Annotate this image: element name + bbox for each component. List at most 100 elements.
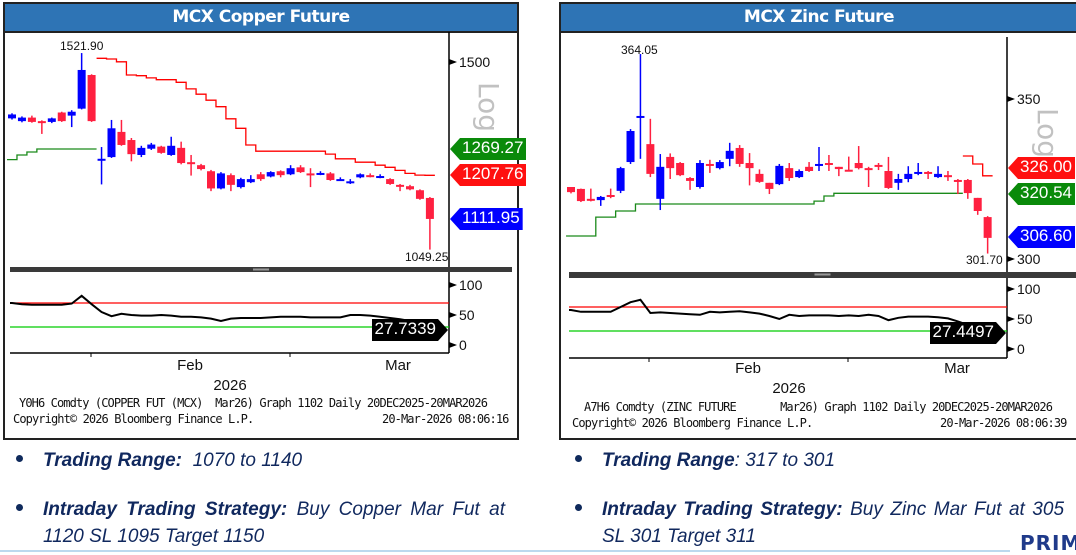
zinc-y-tick-350: 350 — [1017, 91, 1041, 107]
zinc-support-tag: 320.54 — [1008, 183, 1075, 205]
copper-candle-body — [67, 111, 76, 116]
zinc-candle-body — [606, 195, 615, 197]
copper-timestamp: 20-Mar-2026 08:06:16 — [382, 412, 509, 426]
copper-candle-body — [167, 145, 176, 155]
copper-candle-body — [296, 167, 305, 173]
zinc-candle-body — [705, 163, 714, 166]
copper-y-tick-mark — [449, 342, 457, 348]
copper-candle-body — [256, 174, 265, 180]
zinc-rsi-tick-50: 50 — [1017, 311, 1033, 327]
zinc-candle-body — [953, 179, 962, 182]
copper-candle-body — [376, 176, 385, 179]
copper-candle-body — [157, 146, 166, 153]
copper-x-month-feb: Feb — [177, 357, 203, 374]
bullet-icon — [575, 504, 582, 511]
zinc-candle-body — [735, 147, 744, 164]
copper-candle-body — [386, 179, 395, 184]
zinc-chart-title: MCX Zinc Future — [561, 4, 1076, 33]
copper-y-tick-mark — [449, 282, 457, 288]
zinc-y-tick-mark — [1007, 96, 1015, 102]
zinc-strategy-label: Intraday Trading Strategy: — [602, 499, 843, 520]
copper-strategy-value: Buy Copper Mar Fut at 1120 SL 1095 Targe… — [43, 499, 505, 547]
copper-y-tick: 1500 — [459, 54, 491, 70]
zinc-candle-body — [943, 175, 952, 178]
zinc-candle-body — [795, 171, 804, 178]
zinc-candle-body — [576, 188, 585, 202]
copper-rsi-tick-100: 100 — [459, 277, 483, 293]
copper-candle-body — [117, 131, 126, 145]
copper-candle-body — [326, 173, 335, 180]
copper-candle-body — [316, 172, 325, 175]
zinc-candle-body — [824, 163, 833, 165]
zinc-candle-body — [765, 182, 774, 189]
copper-range-label: Trading Range: — [43, 450, 182, 471]
copper-candle-body — [187, 162, 196, 165]
zinc-y-tick-mark — [1007, 316, 1015, 322]
zinc-candle-body — [567, 187, 575, 193]
copper-candle-body — [8, 114, 16, 119]
copper-chart-panel: MCX Copper Future — [3, 2, 519, 440]
zinc-candle-body — [854, 163, 863, 169]
copper-candle-body — [276, 171, 285, 176]
zinc-candle-body — [815, 163, 823, 166]
copper-resistance-line — [96, 57, 435, 176]
zinc-range-value: : 317 to 301 — [734, 450, 836, 471]
copper-x-year: 2026 — [213, 377, 247, 394]
zinc-trading-strategy: Intraday Trading Strategy: Buy Zinc Mar … — [602, 496, 1064, 550]
copper-candle-body — [57, 112, 66, 122]
zinc-candle-body — [695, 163, 704, 187]
zinc-candle-body — [874, 164, 883, 167]
zinc-candle-body — [586, 198, 595, 201]
copper-trading-strategy: Intraday Trading Strategy: Buy Copper Ma… — [43, 496, 505, 550]
zinc-copyright: Copyright© 2026 Bloomberg Finance L.P. — [572, 416, 813, 430]
zinc-candle-body — [616, 168, 625, 191]
zinc-candle-body — [894, 179, 903, 183]
zinc-high-label: 364.05 — [621, 43, 658, 57]
bullet-icon — [16, 504, 23, 511]
copper-candle-body — [356, 174, 365, 178]
zinc-candle-body — [805, 166, 814, 171]
copper-candle-body — [396, 184, 405, 187]
zinc-range-label: Trading Range — [602, 450, 735, 471]
zinc-resistance-line — [962, 155, 993, 177]
copper-candle-body — [17, 117, 26, 122]
copper-candle-body — [107, 128, 116, 158]
copper-candle-body — [236, 179, 245, 188]
copper-candle-body — [406, 186, 414, 190]
copper-candle-body — [147, 144, 156, 149]
copper-rsi-value-tag: 27.7339 — [372, 319, 448, 341]
copper-pane-grip-icon — [253, 268, 269, 271]
zinc-candle-body — [775, 165, 784, 185]
copper-strategy-label: Intraday Trading Strategy: — [43, 499, 288, 520]
zinc-candle-body — [686, 178, 695, 181]
copper-candle-body — [77, 69, 86, 109]
copper-candle-body — [197, 165, 206, 170]
zinc-candle-body — [745, 163, 754, 169]
copper-rsi-tick-50: 50 — [459, 307, 475, 323]
copper-candle-body — [37, 121, 46, 124]
zinc-candle-body — [676, 163, 685, 176]
zinc-candle-body — [785, 168, 794, 179]
zinc-timestamp: 20-Mar-2026 08:06:39 — [940, 416, 1067, 430]
zinc-y-tick-300: 300 — [1017, 251, 1041, 267]
copper-rsi-line — [10, 294, 431, 330]
zinc-candle-body — [934, 173, 943, 178]
zinc-candle-body — [963, 179, 972, 194]
copper-candle-body — [47, 118, 56, 122]
copper-range-value: 1070 to 1140 — [192, 450, 303, 471]
bullet-icon — [575, 455, 582, 462]
zinc-candle-body — [596, 196, 605, 201]
zinc-candle-body — [884, 171, 893, 188]
copper-last-price-tag: 1111.95 — [450, 208, 523, 230]
copper-candle-body — [286, 168, 295, 175]
zinc-rsi-line — [569, 298, 989, 334]
copper-candle-body — [27, 117, 36, 122]
zinc-y-tick-mark — [1007, 286, 1015, 292]
copper-candle-body — [137, 147, 146, 155]
copper-candle-body — [266, 172, 275, 177]
copper-copyright: Copyright© 2026 Bloomberg Finance L.P. — [13, 412, 254, 426]
zinc-rsi-tick-0: 0 — [1017, 341, 1025, 357]
zinc-strategy-value: Buy Zinc Mar Fut at 305 SL 301 Target 31… — [602, 499, 1065, 547]
copper-low-label: 1049.25 — [405, 250, 449, 264]
copper-candle-body — [306, 173, 315, 176]
